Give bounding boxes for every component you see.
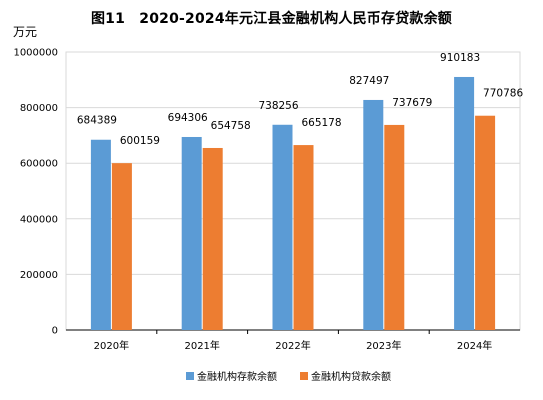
legend-label: 金融机构贷款余额 bbox=[311, 370, 391, 383]
x-tick-label: 2020年 bbox=[94, 339, 129, 352]
legend-swatch bbox=[186, 372, 194, 380]
bar-loan bbox=[111, 163, 132, 330]
data-label-loan: 600159 bbox=[120, 135, 160, 147]
axes: 0 200000 400000 600000 800000 1000000 2020年 202… bbox=[13, 48, 520, 352]
bar-loan bbox=[202, 147, 223, 330]
data-label-loan: 737679 bbox=[392, 97, 432, 109]
bar-deposit bbox=[454, 76, 475, 331]
bar-deposit bbox=[272, 124, 293, 330]
bar-deposit bbox=[90, 139, 111, 330]
gridlines bbox=[65, 51, 521, 331]
plot-area-border bbox=[65, 51, 521, 331]
data-label-loan: 654758 bbox=[211, 120, 251, 132]
bar-deposit bbox=[181, 136, 202, 330]
y-tick-label: 1000000 bbox=[13, 48, 58, 59]
y-tick-label: 200000 bbox=[20, 270, 58, 281]
bar-loan bbox=[293, 145, 314, 330]
bar-loan bbox=[475, 115, 496, 330]
x-tick-label: 2024年 bbox=[457, 339, 492, 352]
data-label-loan: 665178 bbox=[301, 117, 341, 129]
legend-label: 金融机构存款余额 bbox=[197, 370, 277, 383]
bar-loan bbox=[384, 124, 405, 331]
bar-deposit bbox=[363, 99, 384, 330]
x-tick-label: 2023年 bbox=[366, 339, 401, 352]
y-tick-label: 400000 bbox=[20, 214, 58, 225]
data-label-deposit: 827497 bbox=[349, 75, 389, 87]
data-label-deposit: 910183 bbox=[440, 52, 480, 64]
legend: 金融机构存款余额 金融机构贷款余额 bbox=[186, 370, 391, 383]
y-tick-label: 0 bbox=[52, 326, 58, 337]
data-label-deposit: 684389 bbox=[77, 115, 117, 127]
data-label-deposit: 694306 bbox=[168, 112, 208, 124]
data-label-deposit: 738256 bbox=[258, 100, 298, 112]
chart-title: 图11 2020-2024年元江县金融机构人民币存贷款余额 bbox=[90, 11, 453, 27]
x-tick-label: 2022年 bbox=[275, 339, 310, 352]
x-tick-label: 2021年 bbox=[184, 339, 219, 352]
legend-swatch bbox=[300, 372, 308, 380]
y-tick-label: 800000 bbox=[20, 103, 58, 114]
y-tick-label: 600000 bbox=[20, 159, 58, 170]
data-label-loan: 770786 bbox=[483, 88, 523, 100]
y-axis-unit-label: 万元 bbox=[13, 25, 38, 39]
bars bbox=[90, 76, 496, 331]
